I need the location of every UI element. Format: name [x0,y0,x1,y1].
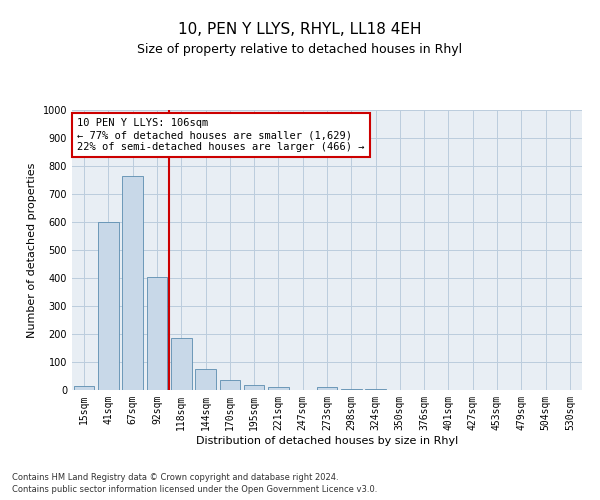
Bar [171,338,191,390]
Bar [98,222,119,390]
Bar [268,387,289,390]
Bar [146,276,167,390]
Text: 10 PEN Y LLYS: 106sqm
← 77% of detached houses are smaller (1,629)
22% of semi-d: 10 PEN Y LLYS: 106sqm ← 77% of detached … [77,118,365,152]
Bar [74,386,94,390]
Bar [220,380,240,390]
Bar [341,388,362,390]
Bar [195,369,216,390]
X-axis label: Distribution of detached houses by size in Rhyl: Distribution of detached houses by size … [196,436,458,446]
Text: Contains public sector information licensed under the Open Government Licence v3: Contains public sector information licen… [12,485,377,494]
Text: Contains HM Land Registry data © Crown copyright and database right 2024.: Contains HM Land Registry data © Crown c… [12,472,338,482]
Text: 10, PEN Y LLYS, RHYL, LL18 4EH: 10, PEN Y LLYS, RHYL, LL18 4EH [178,22,422,38]
Bar [244,385,265,390]
Bar [317,386,337,390]
Y-axis label: Number of detached properties: Number of detached properties [27,162,37,338]
Text: Size of property relative to detached houses in Rhyl: Size of property relative to detached ho… [137,42,463,56]
Bar [122,176,143,390]
